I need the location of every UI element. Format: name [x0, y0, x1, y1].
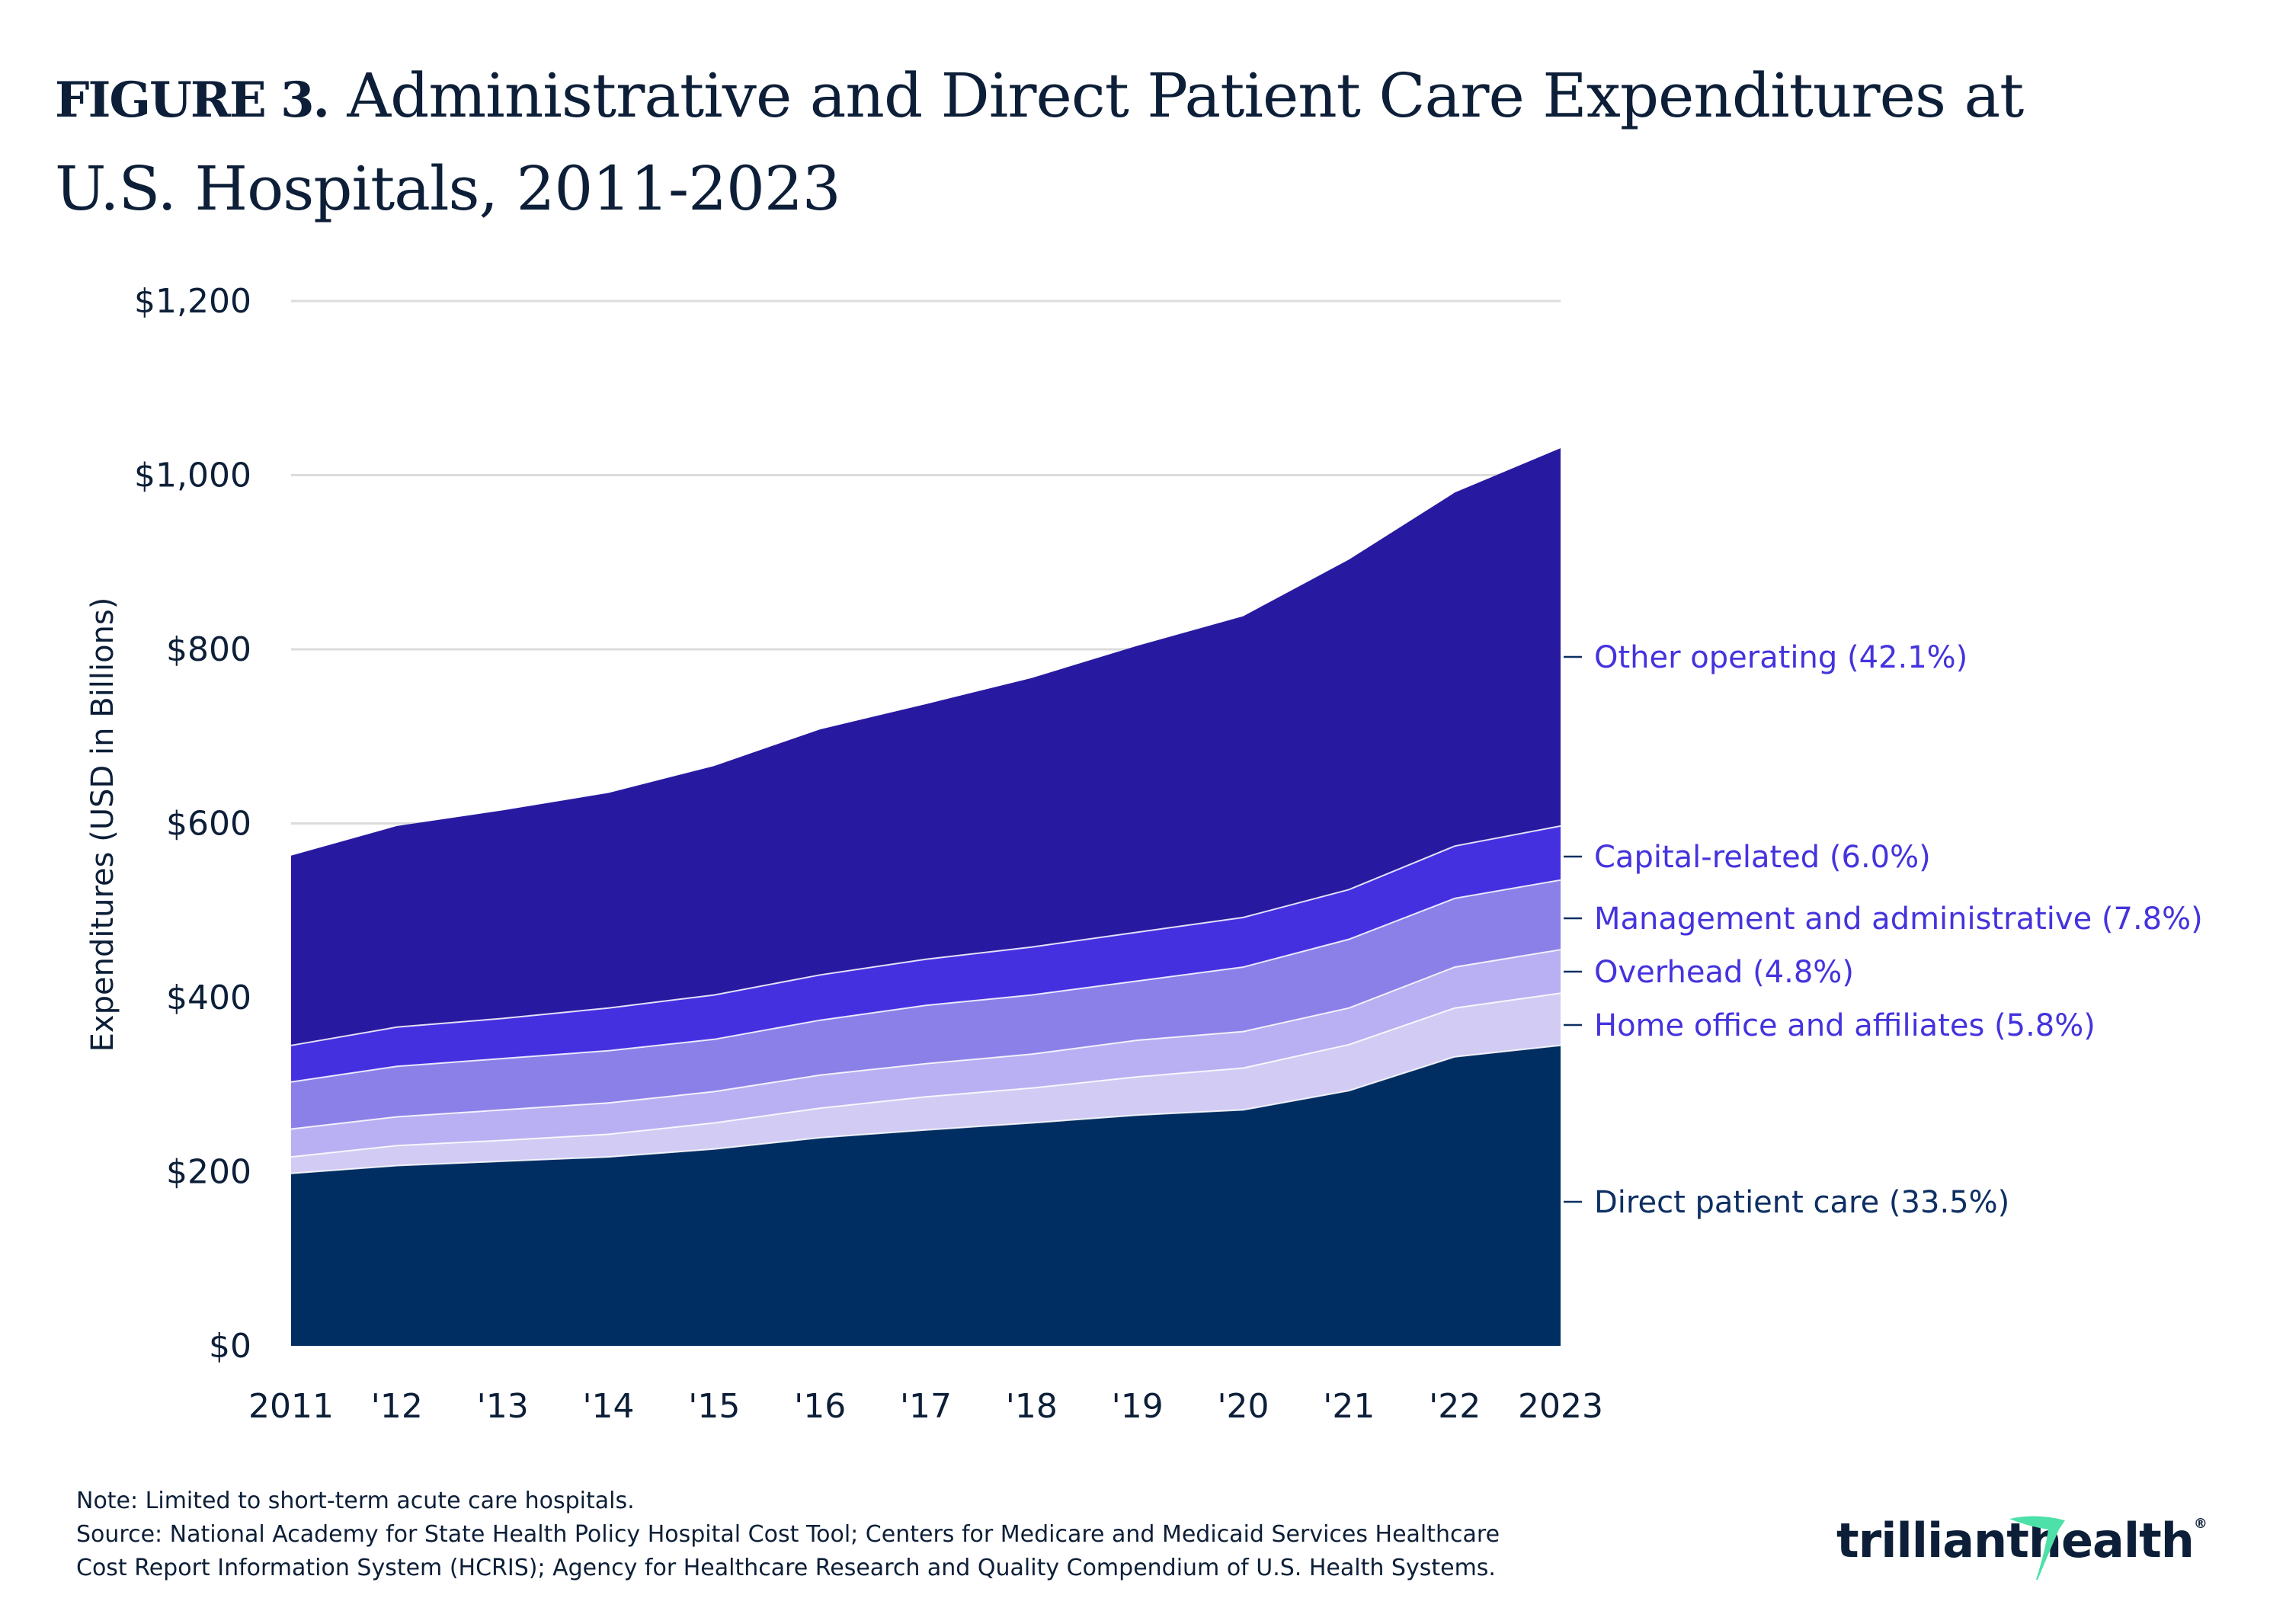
layer-separator: [290, 992, 1561, 1158]
x-tick-label: '14: [582, 1387, 634, 1426]
series-labels: Direct patient care (33.5%) Home office a…: [1564, 640, 2203, 1220]
layer-separator: [290, 825, 1561, 1046]
note-text: Note: Limited to short-term acute care h…: [76, 1488, 635, 1514]
series-label: Direct patient care (33.5%): [1594, 1185, 2009, 1220]
area-management-and-administrative: [291, 879, 1561, 1129]
x-tick-label: '17: [900, 1387, 952, 1426]
figure-label: FIGURE 3.: [55, 72, 330, 129]
x-tick-label: '22: [1429, 1387, 1481, 1426]
x-tick-label: '13: [477, 1387, 529, 1426]
logo-word-1: trilliant: [1836, 1513, 2029, 1568]
chart-title: FIGURE 3. Administrative and Direct Pati…: [55, 52, 2112, 233]
y-tick-label: $0: [209, 1327, 251, 1366]
series-label: Management and administrative (7.8%): [1594, 902, 2203, 937]
y-tick-label: $800: [166, 630, 251, 669]
series-label: Home office and affiliates (5.8%): [1594, 1008, 2096, 1043]
x-tick-label: '18: [1006, 1387, 1058, 1426]
area-capital-related: [291, 825, 1561, 1082]
y-tick-label: $600: [166, 805, 251, 844]
area-direct-patient-care: [291, 1045, 1561, 1346]
x-tick-label: '21: [1323, 1387, 1375, 1426]
y-tick-label: $200: [166, 1153, 251, 1192]
title-line-2: U.S. Hospitals, 2011-2023: [55, 153, 841, 224]
series-label: Overhead (4.8%): [1594, 955, 1854, 990]
title-text-1: Administrative and Direct Patient Care E…: [328, 60, 2024, 131]
trilliant-health-logo: trilliant health®: [1836, 1513, 2208, 1580]
x-tick-label: '16: [794, 1387, 846, 1426]
area-home-office-and-affiliates: [291, 993, 1561, 1174]
area-other-operating: [291, 448, 1561, 1046]
y-tick-label: $1,200: [134, 282, 251, 321]
series-label: Capital-related (6.0%): [1594, 840, 1931, 875]
title-line-1: FIGURE 3. Administrative and Direct Pati…: [55, 52, 2112, 145]
x-tick-label: '12: [371, 1387, 423, 1426]
x-axis-ticks: 2011 '12 '13 '14 '15 '16 '17 '18 '19 '20 '21 '22 202…: [248, 1387, 1603, 1426]
layer-separator: [290, 879, 1561, 1083]
stacked-area-chart: $0 $200 $400 $600 $800 $1,000 $1,200 2011 '12 '1…: [85, 282, 2203, 1426]
footnotes: Note: Limited to short-term acute care h…: [76, 1485, 1500, 1585]
x-tick-label: 2023: [1518, 1387, 1603, 1426]
x-tick-label: '15: [688, 1387, 740, 1426]
layer-separator: [290, 949, 1561, 1130]
source-text-2: Cost Report Information System (HCRIS); …: [76, 1555, 1496, 1581]
source-text-1: Source: National Academy for State Healt…: [76, 1521, 1500, 1548]
y-tick-label: $1,000: [134, 456, 251, 495]
registered-mark: ®: [2193, 1516, 2208, 1532]
area-layers: [290, 448, 1561, 1346]
y-tick-label: $400: [166, 979, 251, 1017]
layer-separator: [290, 1044, 1561, 1174]
x-tick-label: 2011: [248, 1387, 334, 1426]
x-tick-label: '20: [1217, 1387, 1269, 1426]
area-overhead: [291, 950, 1561, 1158]
series-label: Other operating (42.1%): [1594, 640, 1967, 675]
y-axis-ticks: $0 $200 $400 $600 $800 $1,000 $1,200: [134, 282, 251, 1366]
x-tick-label: '19: [1112, 1387, 1164, 1426]
y-axis-label: Expenditures (USD in Billions): [85, 597, 120, 1052]
